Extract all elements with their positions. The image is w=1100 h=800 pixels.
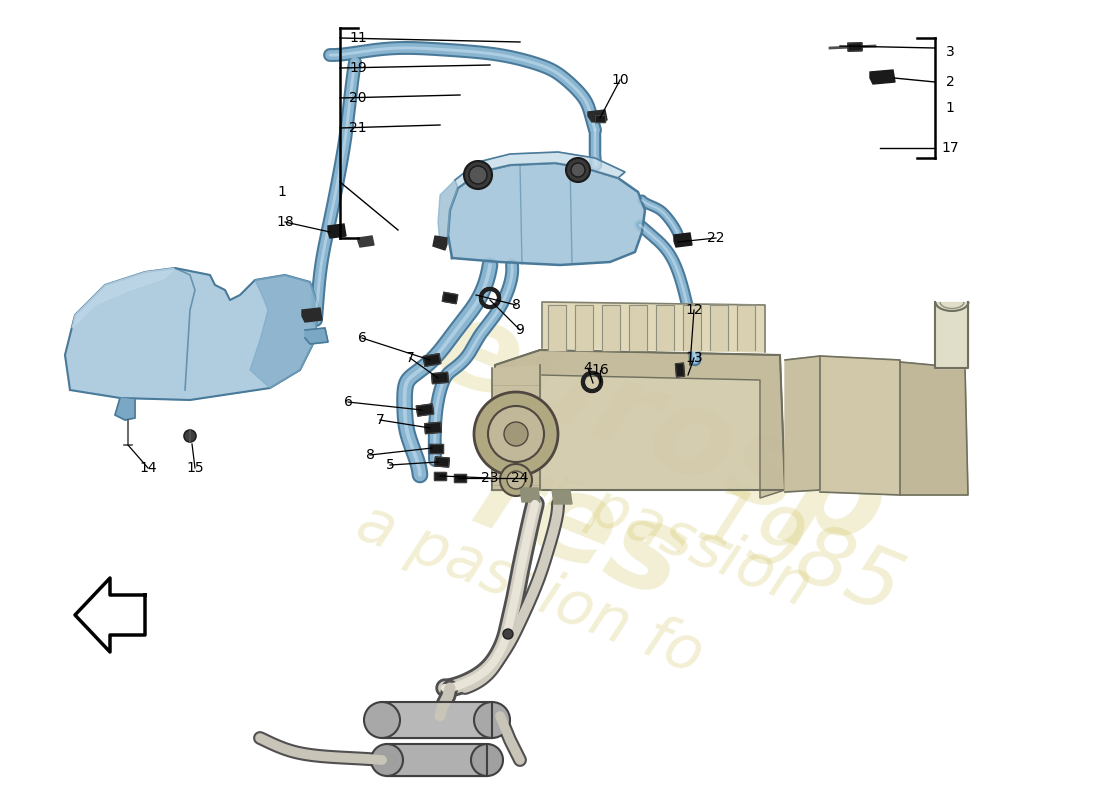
Polygon shape — [442, 292, 458, 304]
Polygon shape — [629, 305, 647, 350]
Polygon shape — [302, 308, 322, 322]
Polygon shape — [429, 443, 443, 453]
Text: a passion fo: a passion fo — [349, 494, 712, 686]
Text: 8: 8 — [512, 298, 520, 312]
Text: 4: 4 — [584, 361, 593, 375]
Text: 21: 21 — [349, 121, 366, 135]
Text: 17: 17 — [942, 141, 959, 155]
Circle shape — [464, 161, 492, 189]
Circle shape — [507, 471, 525, 489]
Text: 24: 24 — [512, 471, 529, 485]
Text: 6: 6 — [358, 331, 366, 345]
Polygon shape — [548, 305, 566, 350]
Polygon shape — [454, 474, 466, 482]
Polygon shape — [588, 110, 607, 122]
Text: 6: 6 — [343, 395, 352, 409]
Polygon shape — [425, 422, 441, 434]
Polygon shape — [448, 163, 645, 265]
Text: 2: 2 — [946, 75, 955, 89]
Text: 23: 23 — [482, 471, 498, 485]
Polygon shape — [595, 114, 605, 122]
Circle shape — [500, 464, 532, 496]
Text: 1: 1 — [277, 185, 286, 199]
Polygon shape — [710, 305, 728, 350]
Polygon shape — [520, 488, 540, 502]
Polygon shape — [575, 305, 593, 350]
Text: 7: 7 — [375, 413, 384, 427]
Text: 10: 10 — [612, 73, 629, 87]
Polygon shape — [305, 328, 328, 344]
Circle shape — [571, 163, 585, 177]
Text: 11: 11 — [349, 31, 367, 45]
Text: 9: 9 — [516, 323, 525, 337]
Circle shape — [566, 158, 590, 182]
Polygon shape — [870, 70, 895, 84]
Text: 16: 16 — [591, 363, 609, 377]
Text: res: res — [458, 435, 702, 625]
Text: 14: 14 — [140, 461, 157, 475]
Polygon shape — [417, 404, 433, 416]
Text: 18: 18 — [276, 215, 294, 229]
Text: 20: 20 — [350, 91, 366, 105]
Circle shape — [469, 166, 487, 184]
Polygon shape — [116, 398, 135, 420]
Polygon shape — [552, 490, 572, 504]
Polygon shape — [382, 702, 492, 738]
Text: 12: 12 — [685, 303, 703, 317]
Circle shape — [504, 422, 528, 446]
Text: 15: 15 — [186, 461, 204, 475]
Polygon shape — [675, 363, 684, 377]
Polygon shape — [358, 236, 374, 247]
Polygon shape — [492, 365, 540, 490]
Circle shape — [503, 629, 513, 639]
Polygon shape — [433, 236, 447, 250]
Circle shape — [371, 744, 403, 776]
Text: 1985: 1985 — [686, 478, 913, 632]
Text: 8: 8 — [365, 448, 374, 462]
Polygon shape — [72, 268, 175, 328]
Polygon shape — [387, 744, 487, 776]
Text: 22: 22 — [707, 231, 725, 245]
Circle shape — [184, 430, 196, 442]
Polygon shape — [495, 350, 785, 498]
Circle shape — [471, 744, 503, 776]
Polygon shape — [820, 356, 900, 495]
Polygon shape — [328, 224, 346, 238]
Polygon shape — [542, 302, 764, 352]
Text: eurosp: eurosp — [418, 287, 902, 573]
Polygon shape — [455, 152, 625, 188]
Polygon shape — [424, 354, 441, 366]
Polygon shape — [250, 275, 318, 388]
Text: 1: 1 — [946, 101, 955, 115]
Polygon shape — [65, 268, 318, 400]
Text: 13: 13 — [685, 351, 703, 365]
Text: 5: 5 — [386, 458, 395, 472]
Polygon shape — [434, 457, 450, 467]
Text: 7: 7 — [406, 351, 415, 365]
Polygon shape — [683, 305, 701, 350]
Polygon shape — [785, 356, 820, 492]
Polygon shape — [434, 472, 446, 480]
Polygon shape — [674, 233, 692, 247]
Polygon shape — [935, 302, 968, 368]
Polygon shape — [438, 180, 458, 245]
Polygon shape — [602, 305, 620, 350]
Circle shape — [364, 702, 400, 738]
Polygon shape — [656, 305, 674, 350]
Polygon shape — [431, 372, 449, 384]
Circle shape — [474, 392, 558, 476]
Text: r passion: r passion — [540, 461, 820, 619]
Polygon shape — [737, 305, 755, 350]
Text: 3: 3 — [946, 45, 955, 59]
Text: 19: 19 — [349, 61, 367, 75]
Circle shape — [474, 702, 510, 738]
Polygon shape — [75, 578, 145, 652]
Polygon shape — [848, 42, 862, 51]
Polygon shape — [492, 350, 785, 490]
Polygon shape — [900, 362, 968, 495]
Circle shape — [488, 406, 544, 462]
